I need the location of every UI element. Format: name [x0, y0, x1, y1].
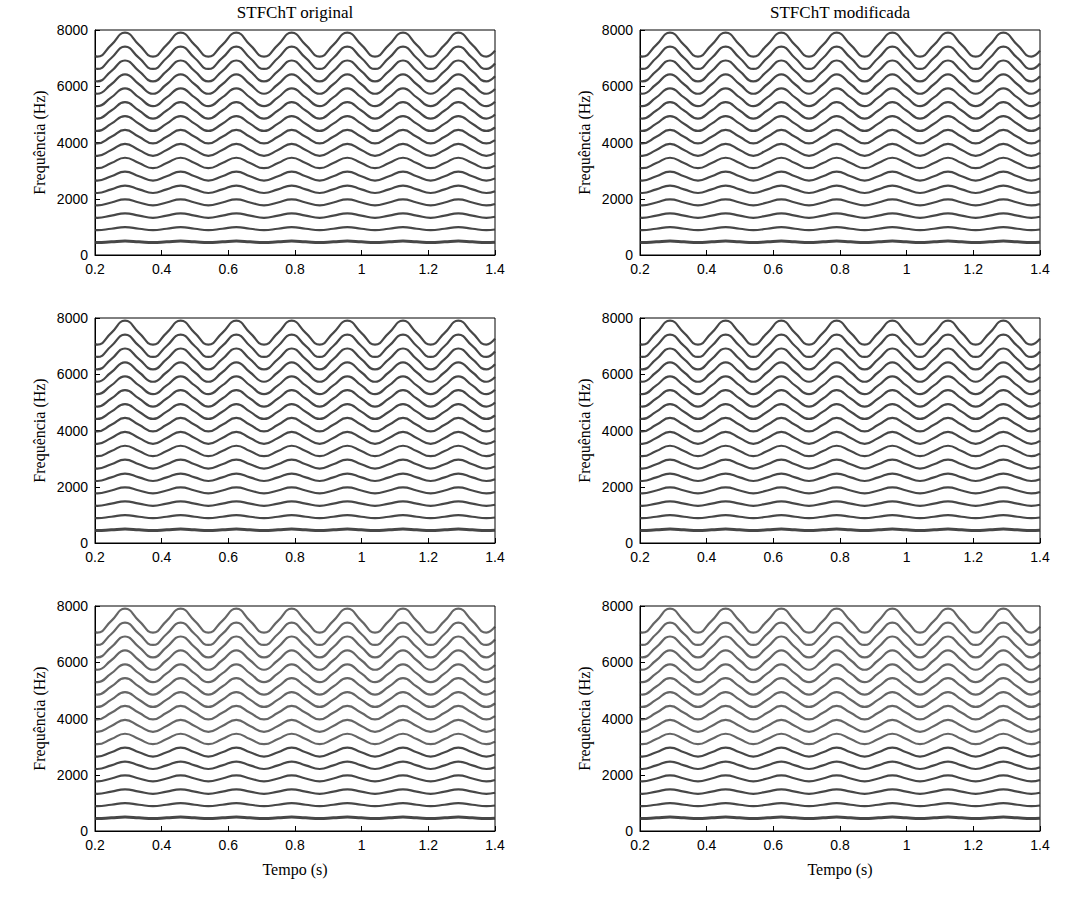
svg-text:0.6: 0.6: [764, 837, 784, 853]
svg-text:1: 1: [358, 837, 366, 853]
svg-text:STFChT original: STFChT original: [237, 3, 354, 22]
svg-text:1.2: 1.2: [964, 837, 984, 853]
svg-text:8000: 8000: [602, 22, 633, 38]
svg-text:0.6: 0.6: [219, 549, 239, 565]
svg-text:1.2: 1.2: [964, 261, 984, 277]
svg-text:1.4: 1.4: [485, 549, 505, 565]
svg-text:Frequência (Hz): Frequência (Hz): [576, 666, 594, 770]
svg-text:0.6: 0.6: [219, 261, 239, 277]
svg-text:2000: 2000: [602, 479, 633, 495]
svg-text:1: 1: [358, 261, 366, 277]
svg-text:1.4: 1.4: [485, 261, 505, 277]
svg-text:4000: 4000: [602, 711, 633, 727]
svg-text:0: 0: [625, 247, 633, 263]
svg-text:1.4: 1.4: [1030, 261, 1050, 277]
svg-text:8000: 8000: [57, 310, 88, 326]
svg-text:0.8: 0.8: [830, 261, 850, 277]
svg-text:0.2: 0.2: [85, 837, 105, 853]
svg-text:2000: 2000: [57, 767, 88, 783]
svg-text:0: 0: [80, 247, 88, 263]
svg-text:1.4: 1.4: [1030, 549, 1050, 565]
svg-text:0.8: 0.8: [285, 549, 305, 565]
svg-text:0.4: 0.4: [697, 261, 717, 277]
svg-text:0.4: 0.4: [697, 549, 717, 565]
svg-text:1.2: 1.2: [419, 549, 439, 565]
svg-text:1.4: 1.4: [485, 837, 505, 853]
svg-text:0.2: 0.2: [85, 261, 105, 277]
svg-text:8000: 8000: [602, 310, 633, 326]
svg-text:4000: 4000: [602, 423, 633, 439]
svg-text:0.2: 0.2: [85, 549, 105, 565]
svg-text:6000: 6000: [602, 78, 633, 94]
svg-text:0: 0: [625, 823, 633, 839]
svg-text:0.4: 0.4: [152, 837, 172, 853]
svg-text:0.8: 0.8: [830, 837, 850, 853]
svg-text:0.2: 0.2: [630, 261, 650, 277]
svg-text:0.4: 0.4: [152, 549, 172, 565]
svg-text:8000: 8000: [57, 22, 88, 38]
svg-text:6000: 6000: [602, 654, 633, 670]
svg-text:0.6: 0.6: [764, 549, 784, 565]
svg-text:Tempo (s): Tempo (s): [262, 861, 327, 879]
svg-text:6000: 6000: [602, 366, 633, 382]
svg-text:4000: 4000: [57, 711, 88, 727]
svg-text:Frequência (Hz): Frequência (Hz): [576, 378, 594, 482]
svg-text:0.8: 0.8: [830, 549, 850, 565]
svg-text:4000: 4000: [57, 423, 88, 439]
svg-text:2000: 2000: [602, 191, 633, 207]
svg-text:1.2: 1.2: [419, 837, 439, 853]
svg-text:1: 1: [903, 549, 911, 565]
svg-text:0.6: 0.6: [764, 261, 784, 277]
svg-text:1: 1: [903, 837, 911, 853]
svg-text:1.2: 1.2: [419, 261, 439, 277]
svg-text:0.2: 0.2: [630, 837, 650, 853]
svg-text:8000: 8000: [57, 598, 88, 614]
svg-text:0.4: 0.4: [697, 837, 717, 853]
svg-text:Frequência (Hz): Frequência (Hz): [576, 90, 594, 194]
svg-text:Frequência (Hz): Frequência (Hz): [31, 90, 49, 194]
svg-text:4000: 4000: [602, 135, 633, 151]
svg-text:4000: 4000: [57, 135, 88, 151]
svg-text:0: 0: [80, 823, 88, 839]
svg-text:2000: 2000: [57, 479, 88, 495]
svg-text:1: 1: [358, 549, 366, 565]
svg-text:0.8: 0.8: [285, 837, 305, 853]
svg-text:0.8: 0.8: [285, 261, 305, 277]
svg-text:1.4: 1.4: [1030, 837, 1050, 853]
svg-text:1.2: 1.2: [964, 549, 984, 565]
svg-text:2000: 2000: [602, 767, 633, 783]
svg-text:2000: 2000: [57, 191, 88, 207]
svg-text:0.2: 0.2: [630, 549, 650, 565]
svg-text:6000: 6000: [57, 366, 88, 382]
svg-text:6000: 6000: [57, 78, 88, 94]
svg-text:Frequência (Hz): Frequência (Hz): [31, 378, 49, 482]
svg-text:Frequência (Hz): Frequência (Hz): [31, 666, 49, 770]
svg-text:1: 1: [903, 261, 911, 277]
svg-text:0.6: 0.6: [219, 837, 239, 853]
svg-text:8000: 8000: [602, 598, 633, 614]
svg-text:Tempo (s): Tempo (s): [807, 861, 872, 879]
svg-text:0: 0: [80, 535, 88, 551]
svg-text:6000: 6000: [57, 654, 88, 670]
svg-text:0: 0: [625, 535, 633, 551]
svg-text:0.4: 0.4: [152, 261, 172, 277]
svg-text:STFChT modificada: STFChT modificada: [770, 3, 910, 22]
